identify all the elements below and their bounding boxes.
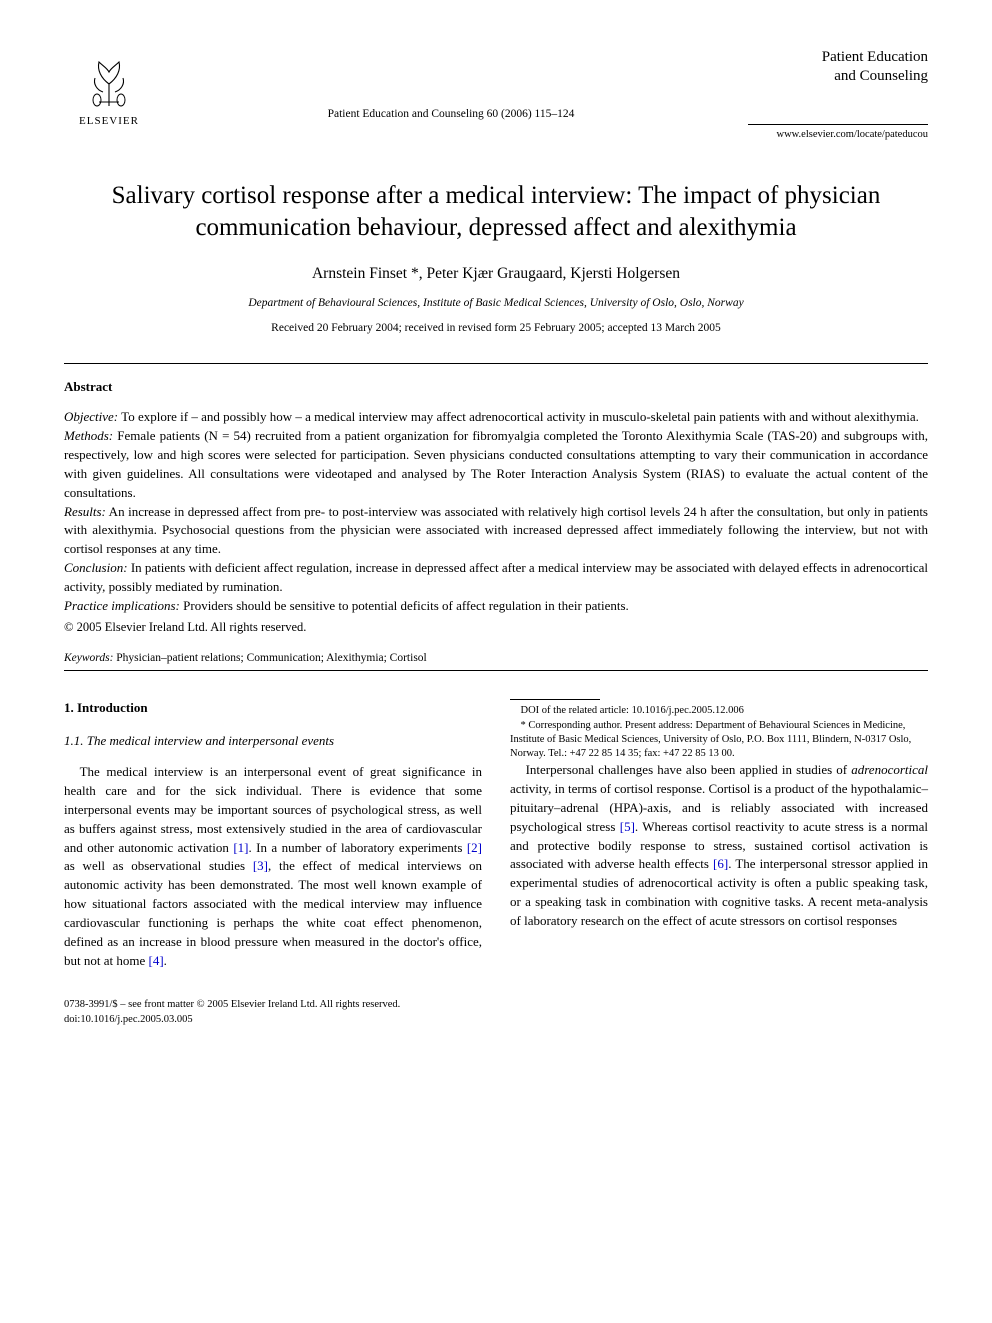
abstract-rule-bottom: [64, 670, 928, 671]
front-matter-line: 0738-3991/$ – see front matter © 2005 El…: [64, 998, 928, 1012]
abstract-results: Results: An increase in depressed affect…: [64, 503, 928, 560]
article-dates: Received 20 February 2004; received in r…: [64, 320, 928, 337]
abstract-results-label: Results:: [64, 504, 106, 519]
footnotes: DOI of the related article: 10.1016/j.pe…: [510, 704, 928, 761]
body-columns: 1. Introduction 1.1. The medical intervi…: [64, 699, 928, 970]
elsevier-tree-icon: [77, 48, 141, 112]
abstract-rule-top: [64, 363, 928, 364]
abstract-conclusion: Conclusion: In patients with deficient a…: [64, 559, 928, 597]
abstract-practice-label: Practice implications:: [64, 598, 180, 613]
keywords-label: Keywords:: [64, 652, 113, 664]
ref-link-5[interactable]: [5]: [620, 819, 635, 834]
ref-link-3[interactable]: [3]: [253, 858, 268, 873]
publisher-logo: ELSEVIER: [64, 48, 154, 130]
journal-branding: Patient Education and Counseling www.els…: [748, 48, 928, 142]
abstract-methods: Methods: Female patients (N = 54) recrui…: [64, 427, 928, 502]
para3-a: Interpersonal challenges have also been …: [526, 762, 852, 777]
keywords: Keywords: Physician–patient relations; C…: [64, 650, 928, 667]
abstract-methods-label: Methods:: [64, 428, 113, 443]
ref-link-2[interactable]: [2]: [467, 840, 482, 855]
publisher-name: ELSEVIER: [79, 114, 139, 130]
article-title: Salivary cortisol response after a medic…: [64, 180, 928, 245]
section-1-heading: 1. Introduction: [64, 699, 482, 718]
body-para-1: The medical interview is an interpersona…: [64, 763, 482, 970]
journal-citation: Patient Education and Counseling 60 (200…: [154, 48, 748, 123]
footnote-corr: * Corresponding author. Present address:…: [510, 719, 928, 762]
journal-brand: Patient Education and Counseling: [748, 48, 928, 86]
journal-url: www.elsevier.com/locate/pateducou: [748, 127, 928, 142]
abstract-conclusion-text: In patients with deficient affect regula…: [64, 560, 928, 594]
ref-link-1[interactable]: [1]: [233, 840, 248, 855]
header: ELSEVIER Patient Education and Counselin…: [64, 48, 928, 142]
abstract-methods-text: Female patients (N = 54) recruited from …: [64, 428, 928, 500]
abstract-conclusion-label: Conclusion:: [64, 560, 128, 575]
abstract-practice-text: Providers should be sensitive to potenti…: [180, 598, 629, 613]
abstract-objective: Objective: To explore if – and possibly …: [64, 408, 928, 427]
abstract-results-text: An increase in depressed affect from pre…: [64, 504, 928, 557]
journal-brand-line1: Patient Education: [822, 49, 928, 65]
abstract-copyright: © 2005 Elsevier Ireland Ltd. All rights …: [64, 618, 928, 636]
ref-link-6[interactable]: [6]: [713, 856, 728, 871]
keywords-text: Physician–patient relations; Communicati…: [113, 652, 426, 664]
doi-line: doi:10.1016/j.pec.2005.03.005: [64, 1013, 928, 1027]
authors-text: Arnstein Finset *, Peter Kjær Graugaard,…: [312, 265, 680, 282]
bottom-meta: 0738-3991/$ – see front matter © 2005 El…: [64, 998, 928, 1026]
para1-b: . In a number of laboratory experiments: [249, 840, 467, 855]
affiliation: Department of Behavioural Sciences, Inst…: [64, 295, 928, 312]
para3-em: adrenocortical: [851, 762, 928, 777]
para2-b: .: [164, 953, 167, 968]
ref-link-4[interactable]: [4]: [149, 953, 164, 968]
abstract-heading: Abstract: [64, 378, 928, 397]
footnote-doi: DOI of the related article: 10.1016/j.pe…: [510, 704, 928, 718]
authors: Arnstein Finset *, Peter Kjær Graugaard,…: [64, 263, 928, 285]
abstract-objective-text: To explore if – and possibly how – a med…: [118, 409, 919, 424]
header-rule: [748, 124, 928, 125]
abstract-practice: Practice implications: Providers should …: [64, 597, 928, 616]
body-para-3: Interpersonal challenges have also been …: [510, 761, 928, 931]
para1-c: as well as observational studies: [64, 858, 253, 873]
section-1-1-heading: 1.1. The medical interview and interpers…: [64, 732, 482, 751]
abstract-block: Objective: To explore if – and possibly …: [64, 408, 928, 635]
journal-brand-line2: and Counseling: [834, 68, 928, 84]
footnote-rule: [510, 699, 600, 700]
abstract-objective-label: Objective:: [64, 409, 118, 424]
